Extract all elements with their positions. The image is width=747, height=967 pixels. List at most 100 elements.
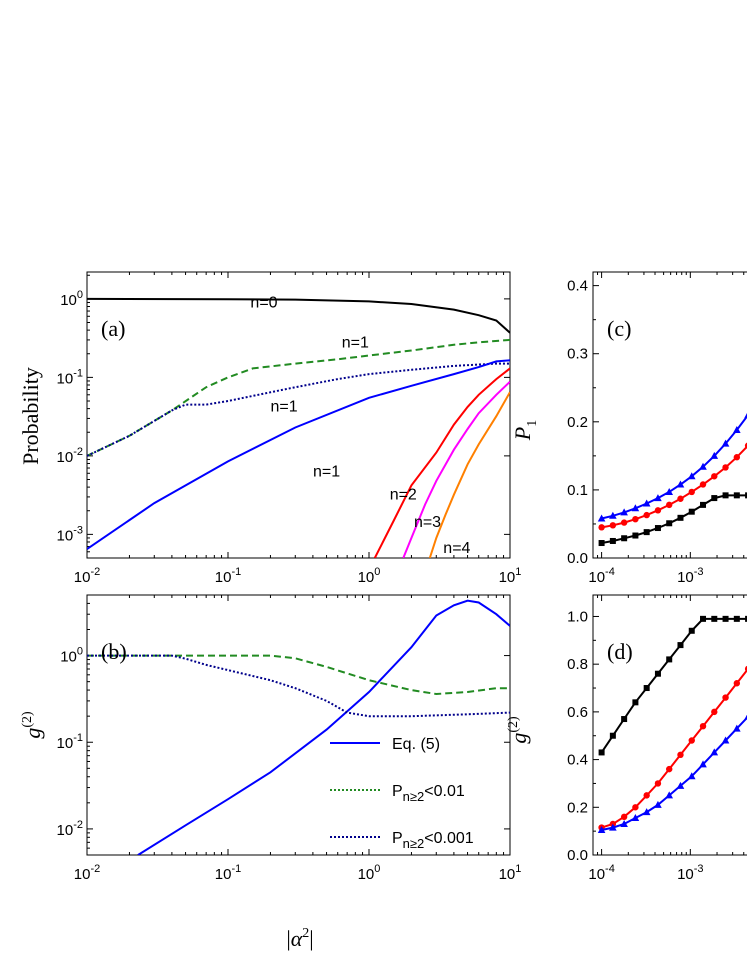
data-point [609, 522, 617, 529]
data-point [733, 680, 741, 687]
data-point [665, 791, 674, 799]
series-group [87, 297, 510, 558]
data-point [733, 454, 741, 461]
y-tick-label: 10-3 [57, 524, 83, 544]
x-tick-label: 10-3 [677, 863, 703, 883]
data-point [711, 708, 718, 716]
series-line-1 [601, 414, 747, 520]
data-point [733, 492, 740, 499]
x-tick-label: 101 [499, 863, 522, 883]
y-tick-label: 100 [60, 646, 83, 666]
panel-label: (a) [101, 316, 125, 341]
series-group [597, 413, 747, 547]
curve-label: n=0 [250, 294, 277, 311]
x-tick-label: 100 [358, 863, 381, 883]
data-point [722, 492, 729, 499]
data-point [744, 714, 747, 720]
data-point [722, 615, 729, 622]
data-point [676, 480, 685, 488]
series-line-5 [402, 380, 510, 558]
y-tick-label: 10-2 [57, 446, 83, 466]
data-point [711, 495, 718, 502]
data-point [733, 425, 741, 433]
panel-label: (c) [607, 316, 631, 341]
data-point [598, 749, 605, 756]
data-point [631, 814, 640, 822]
series-line-1 [87, 338, 510, 457]
series-line-4 [373, 367, 510, 558]
y-tick-label: 0.2 [567, 799, 588, 816]
legend-label: Pn≥2<0.001 [392, 830, 474, 851]
data-point [666, 520, 673, 527]
data-point [677, 495, 684, 502]
data-point [598, 524, 605, 531]
x-tick-label: 10-2 [74, 566, 100, 586]
series-line-3 [87, 359, 510, 550]
data-point [620, 519, 628, 526]
data-point [733, 724, 741, 732]
data-point [665, 487, 674, 495]
data-point [620, 508, 628, 516]
data-point [654, 800, 662, 808]
y-axis-title-a: Probability [18, 367, 43, 465]
series-line-6 [428, 391, 510, 558]
data-point [700, 615, 707, 622]
series-line-2 [87, 362, 510, 457]
y-tick-label: 0.3 [567, 346, 588, 363]
data-point [676, 781, 685, 789]
series-line-1 [87, 654, 510, 696]
curve-label: n=4 [443, 540, 470, 557]
data-point [666, 765, 673, 773]
data-point [733, 615, 740, 622]
data-point [642, 808, 651, 816]
series-line-0 [87, 297, 510, 334]
data-point [699, 462, 707, 470]
data-point [711, 473, 718, 480]
x-tick-label: 10-1 [215, 863, 241, 883]
data-point [711, 615, 718, 622]
data-point [620, 819, 628, 827]
data-point [609, 732, 616, 739]
data-point [632, 699, 639, 706]
plot-frame [86, 271, 511, 559]
y-tick-label: 0.4 [567, 278, 588, 295]
data-point [699, 760, 707, 768]
data-point [598, 540, 605, 547]
series-line-2 [601, 716, 747, 831]
y-tick-label: 0.6 [567, 704, 588, 721]
y-tick-label: 0.4 [567, 752, 588, 769]
data-point [621, 535, 628, 542]
data-point [744, 413, 747, 418]
data-point [609, 511, 617, 519]
data-point [666, 501, 673, 509]
plot-frame [86, 594, 511, 856]
y-tick-label: 100 [60, 289, 83, 309]
data-point [699, 722, 707, 730]
curve-label: n=2 [390, 486, 417, 503]
y-tick-label: 0.0 [567, 847, 588, 864]
y-tick-label: 0.1 [567, 482, 588, 499]
data-point [654, 507, 662, 514]
data-point [642, 499, 651, 507]
x-tick-label: 10-2 [74, 863, 100, 883]
data-point [721, 439, 730, 447]
data-point [710, 451, 719, 459]
data-point [722, 464, 729, 471]
panel-label: (b) [101, 639, 127, 664]
legend-b: Eq. (5) Pn≥2<0.01 Pn≥2<0.001 [330, 736, 474, 851]
data-point [677, 514, 684, 521]
data-point [700, 501, 707, 508]
x-tick-label: 100 [358, 566, 381, 586]
data-point [745, 492, 747, 499]
data-point [597, 825, 606, 833]
data-point [654, 525, 661, 532]
series-line-0 [137, 599, 510, 855]
data-point [745, 615, 747, 622]
panel-c: 10-4 10-3 0.0 0.1 0.2 0.3 0.4 (c) [567, 271, 747, 586]
x-tick-label: 101 [499, 566, 522, 586]
data-point [654, 494, 662, 502]
x-tick-label: 10-1 [215, 566, 241, 586]
data-point [631, 504, 640, 512]
y-tick-label: 10-2 [57, 819, 83, 839]
